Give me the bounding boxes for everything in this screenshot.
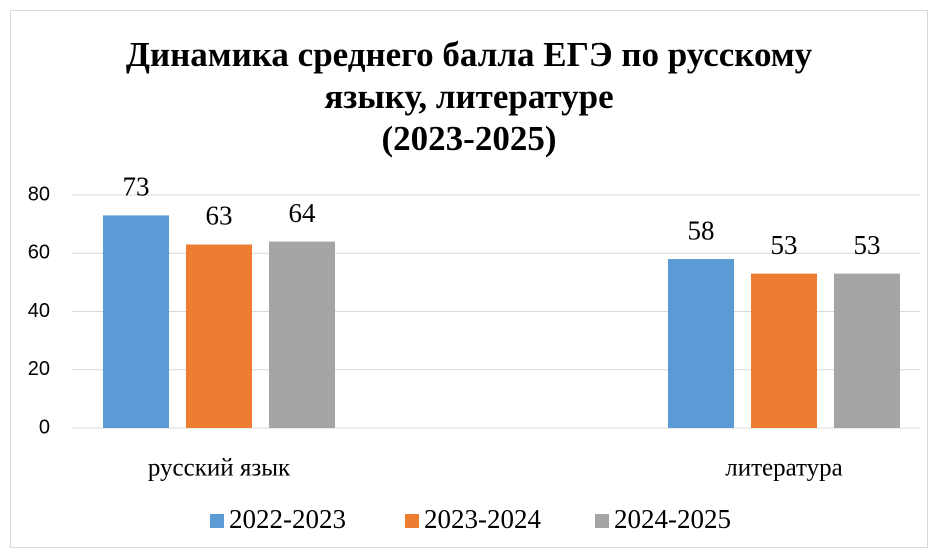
legend-label: 2023-2024 <box>424 504 541 534</box>
data-label: 73 <box>123 172 150 202</box>
y-tick-label: 0 <box>39 416 50 438</box>
legend-label: 2024-2025 <box>614 504 731 534</box>
y-tick-label: 80 <box>28 183 50 205</box>
data-label: 63 <box>206 201 233 231</box>
chart-title: языку, литературе <box>324 77 613 116</box>
legend-swatch <box>405 514 419 528</box>
legend-label: 2022-2023 <box>229 504 346 534</box>
bar <box>751 273 817 428</box>
bar <box>834 273 900 428</box>
data-label: 53 <box>771 230 798 260</box>
data-label: 64 <box>289 198 317 228</box>
chart-title: (2023-2025) <box>382 119 557 158</box>
legend-swatch <box>210 514 224 528</box>
data-label: 58 <box>688 215 715 245</box>
x-tick-label: литература <box>725 455 843 482</box>
y-tick-label: 20 <box>28 358 50 380</box>
bar <box>269 241 335 428</box>
legend-swatch <box>595 514 609 528</box>
y-tick-label: 60 <box>28 242 50 264</box>
y-tick-label: 40 <box>28 300 50 322</box>
bar <box>668 259 734 428</box>
x-tick-label: русский язык <box>148 455 291 482</box>
bar <box>103 215 169 428</box>
chart-title: Динамика среднего балла ЕГЭ по русскому <box>126 35 813 74</box>
data-label: 53 <box>854 230 881 260</box>
bar <box>186 244 252 428</box>
